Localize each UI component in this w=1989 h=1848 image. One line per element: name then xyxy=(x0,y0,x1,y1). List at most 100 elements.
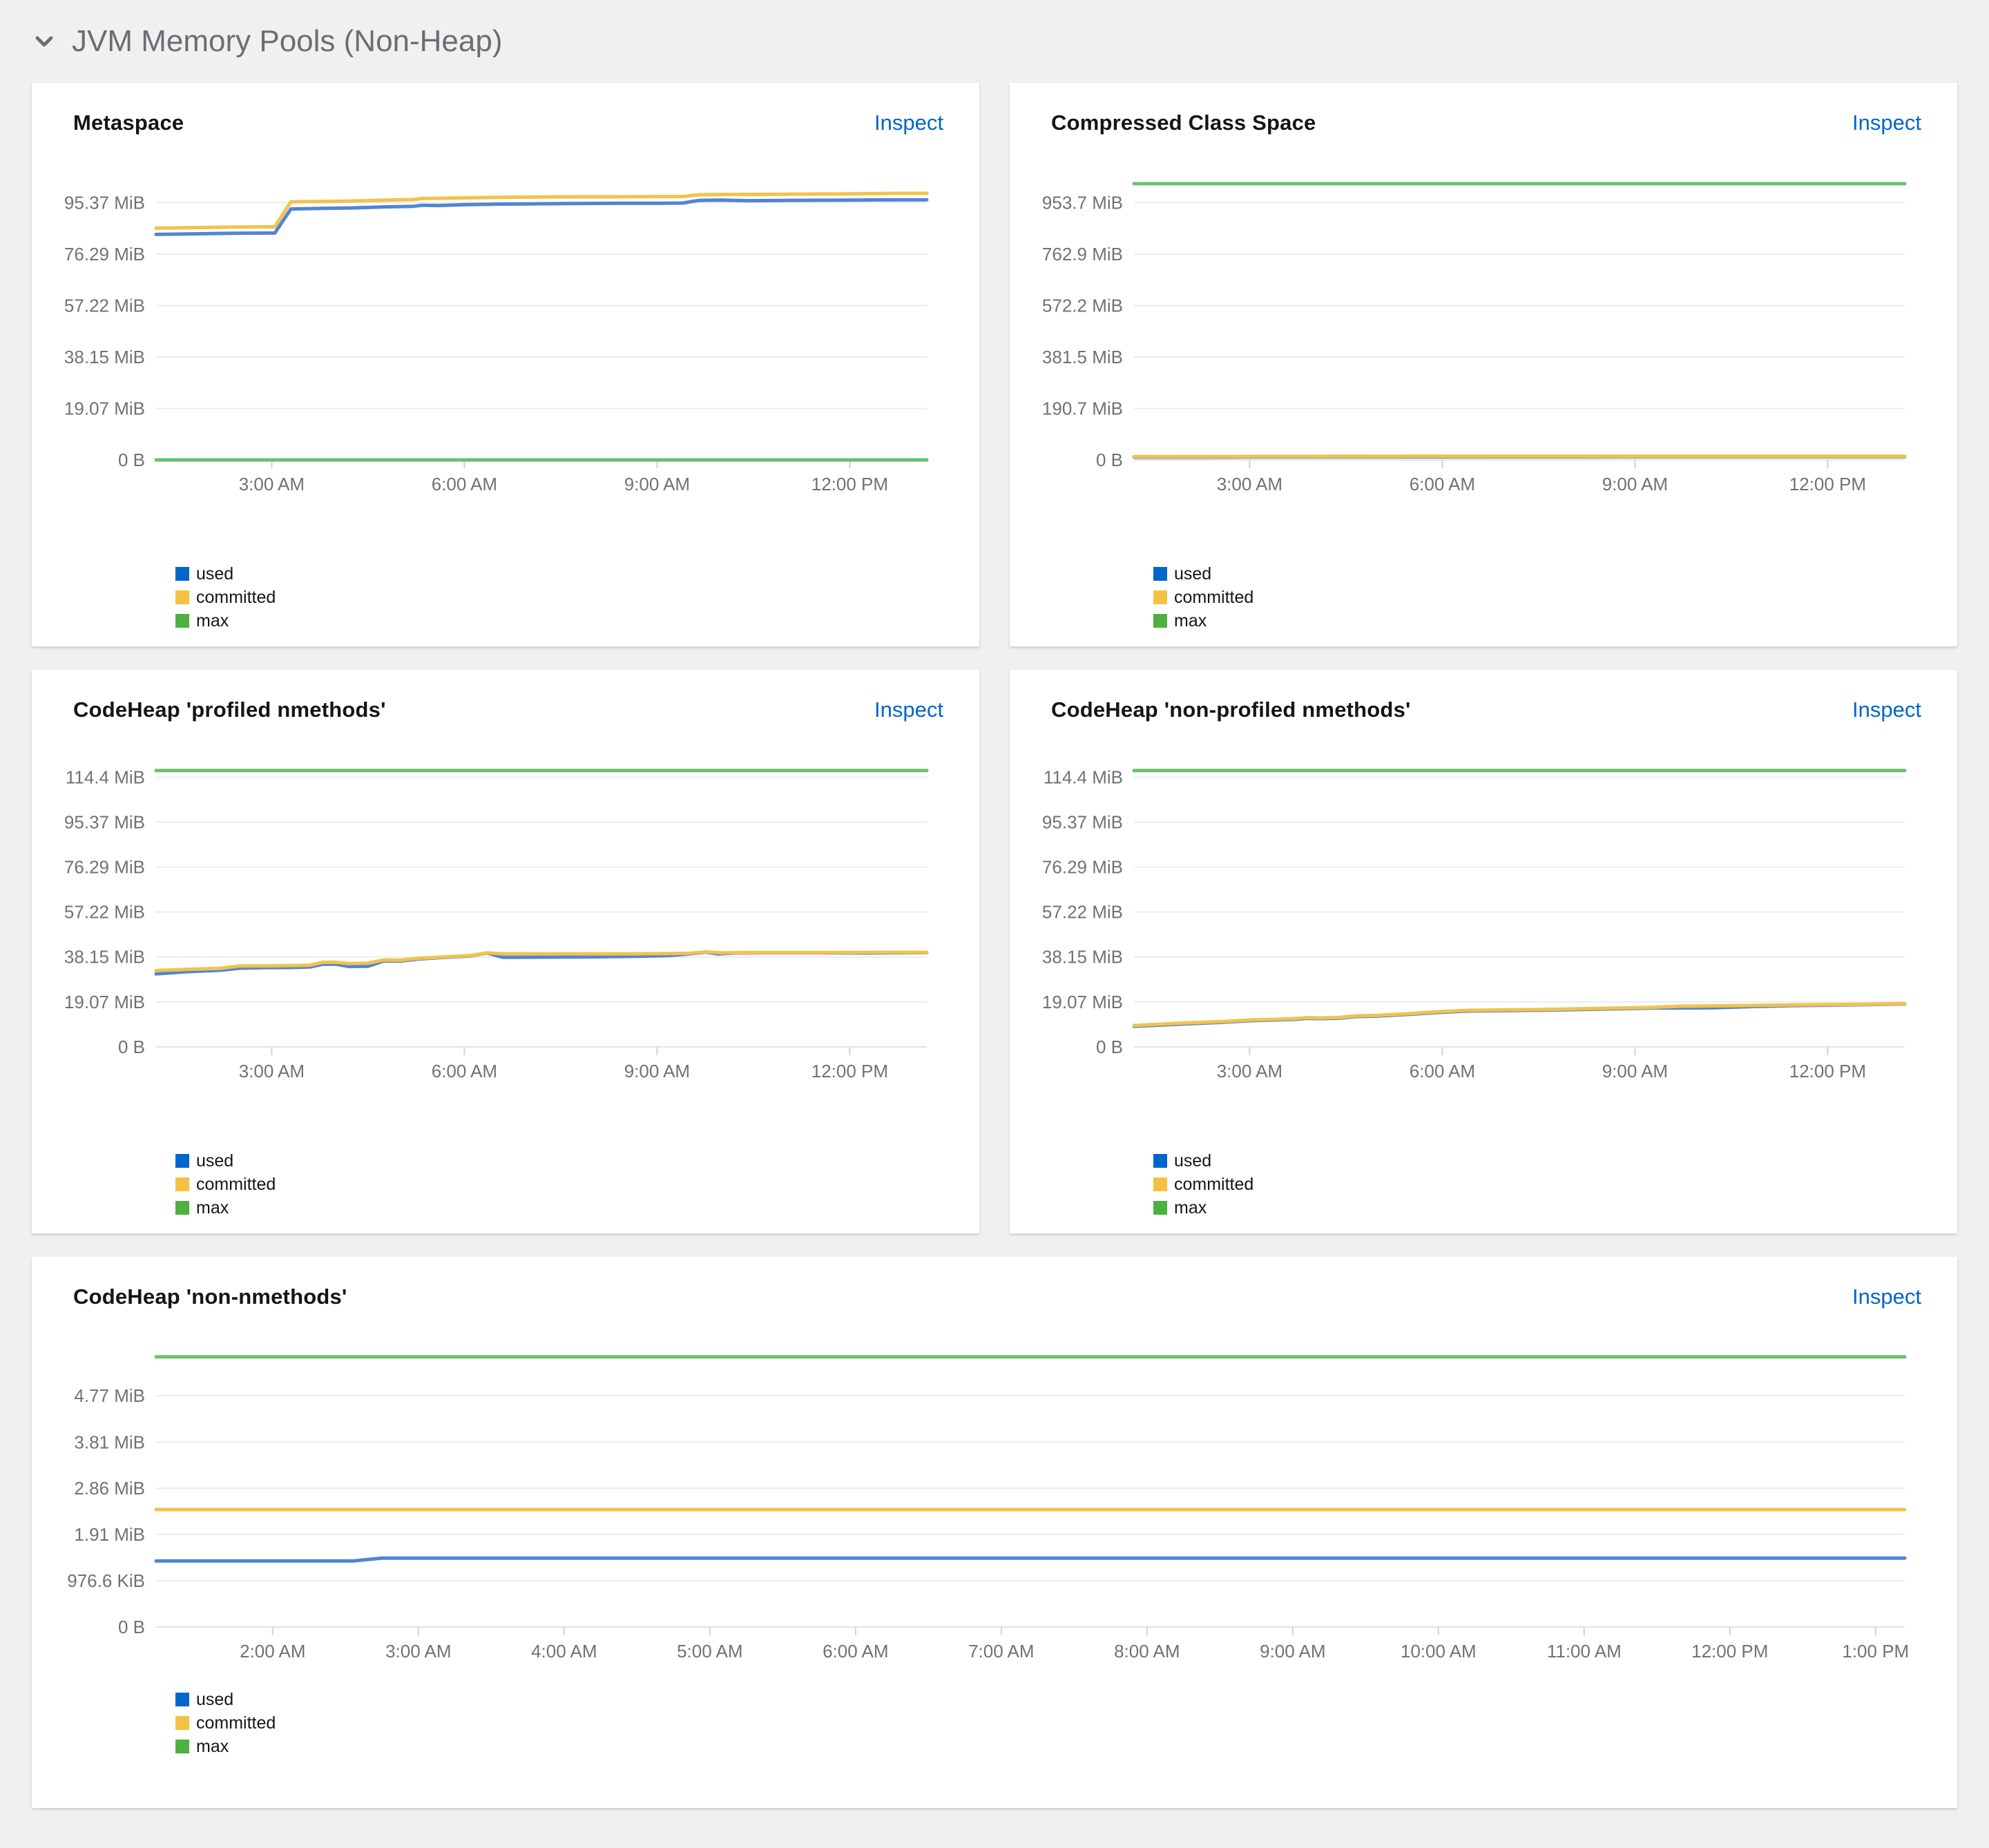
inspect-link-codeheap-non-nmethods[interactable]: Inspect xyxy=(1852,1284,1921,1309)
legend-swatch-used xyxy=(175,1693,189,1706)
x-tick-label: 6:00 AM xyxy=(432,1061,497,1081)
section-header: JVM Memory Pools (Non-Heap) xyxy=(0,0,1989,83)
legend-label-max: max xyxy=(196,611,229,631)
chart-legend-compressed-class-space: used committed max xyxy=(1153,565,1935,630)
x-tick-label: 3:00 AM xyxy=(239,1061,305,1081)
chart-canvas-codeheap-non-profiled-nmethods: 0 B 19.07 MiB 38.15 MiB 57.22 MiB 76.29 MiB 9… xyxy=(1032,749,1935,1086)
legend-label-committed: committed xyxy=(196,1175,276,1194)
card-header: CodeHeap 'non-nmethods' Inspect xyxy=(54,1282,1935,1309)
x-tick-label: 2:00 AM xyxy=(240,1641,305,1662)
y-tick-label: 76.29 MiB xyxy=(64,244,145,264)
y-tick-label: 2.86 MiB xyxy=(74,1478,145,1499)
card-header: CodeHeap 'non-profiled nmethods' Inspect xyxy=(1032,695,1935,722)
y-tick-label: 76.29 MiB xyxy=(64,856,145,877)
y-tick-label: 3.81 MiB xyxy=(74,1432,145,1452)
legend-label-committed: committed xyxy=(196,1713,276,1733)
y-tick-label: 4.77 MiB xyxy=(74,1385,145,1406)
legend-item-used: used xyxy=(175,1691,1935,1709)
y-tick-label: 762.9 MiB xyxy=(1042,244,1123,264)
x-tick-label: 3:00 AM xyxy=(239,474,305,494)
chart-canvas-compressed-class-space: 0 B 190.7 MiB 381.5 MiB 572.2 MiB 762.9 MiB 9… xyxy=(1032,162,1935,499)
y-tick-label: 114.4 MiB xyxy=(1044,767,1123,787)
legend-label-max: max xyxy=(1174,1198,1207,1217)
section-title: JVM Memory Pools (Non-Heap) xyxy=(72,24,503,58)
x-tick-label: 10:00 AM xyxy=(1401,1641,1477,1662)
y-tick-label: 38.15 MiB xyxy=(64,947,145,968)
codeheap-non-profiled-nmethods-plot: 0 B 19.07 MiB 38.15 MiB 57.22 MiB 76.29 MiB 9… xyxy=(1042,767,1907,1081)
card-header: Compressed Class Space Inspect xyxy=(1032,108,1935,135)
y-tick-label: 114.4 MiB xyxy=(66,767,145,787)
legend-item-used: used xyxy=(175,1152,957,1170)
x-tick-label: 4:00 AM xyxy=(531,1641,597,1662)
chart-title-codeheap-non-nmethods: CodeHeap 'non-nmethods' xyxy=(73,1284,347,1309)
y-tick-label: 0 B xyxy=(1096,450,1123,470)
x-tick-label: 9:00 AM xyxy=(624,474,690,494)
y-tick-label: 1.91 MiB xyxy=(74,1524,145,1545)
x-tick-label: 12:00 PM xyxy=(1691,1641,1768,1662)
card-header: Metaspace Inspect xyxy=(54,108,957,135)
codeheap-profiled-nmethods-plot: 0 B 19.07 MiB 38.15 MiB 57.22 MiB 76.29 MiB 9… xyxy=(64,767,929,1081)
legend-label-used: used xyxy=(196,1151,234,1171)
series-line-committed xyxy=(154,950,929,972)
y-tick-label: 57.22 MiB xyxy=(1042,902,1123,923)
y-tick-label: 976.6 KiB xyxy=(67,1570,145,1591)
card-compressed-class-space: Compressed Class Space Inspect 0 B 190.7 … xyxy=(1010,83,1957,646)
inspect-link-metaspace[interactable]: Inspect xyxy=(874,110,943,135)
legend-swatch-max xyxy=(175,1201,189,1215)
inspect-link-codeheap-profiled-nmethods[interactable]: Inspect xyxy=(874,697,943,722)
y-tick-label: 572.2 MiB xyxy=(1042,295,1123,316)
y-tick-label: 38.15 MiB xyxy=(64,347,145,367)
chevron-down-icon xyxy=(33,30,55,52)
chart-canvas-codeheap-non-nmethods: 0 B 976.6 KiB 1.91 MiB 2.86 MiB 3.81 MiB 4.77… xyxy=(54,1329,1935,1666)
chart-title-metaspace: Metaspace xyxy=(73,110,184,135)
legend-item-max: max xyxy=(175,1738,1935,1755)
legend-item-committed: committed xyxy=(175,1175,957,1193)
legend-item-committed: committed xyxy=(1153,1175,1935,1193)
legend-swatch-max xyxy=(175,1740,189,1753)
legend-item-committed: committed xyxy=(1153,588,1935,606)
x-tick-label: 7:00 AM xyxy=(968,1641,1034,1662)
y-tick-label: 19.07 MiB xyxy=(1042,992,1123,1012)
legend-label-used: used xyxy=(1174,564,1212,584)
chart-legend-codeheap-non-nmethods: used committed max xyxy=(175,1691,1935,1755)
legend-swatch-committed xyxy=(175,590,189,604)
y-tick-label: 0 B xyxy=(118,1617,145,1637)
y-tick-label: 381.5 MiB xyxy=(1042,347,1123,367)
legend-item-max: max xyxy=(1153,612,1935,630)
x-tick-label: 6:00 AM xyxy=(1410,1061,1475,1081)
inspect-link-compressed-class-space[interactable]: Inspect xyxy=(1852,110,1921,135)
x-tick-label: 3:00 AM xyxy=(385,1641,451,1662)
legend-swatch-committed xyxy=(1153,1177,1167,1191)
legend-label-committed: committed xyxy=(1174,1175,1254,1194)
charts-grid: Metaspace Inspect 0 B 19.07 MiB 38.15 MiB 5… xyxy=(0,83,1989,1827)
legend-swatch-committed xyxy=(1153,590,1167,604)
chart-legend-metaspace: used committed max xyxy=(175,565,957,630)
chart-title-codeheap-non-profiled-nmethods: CodeHeap 'non-profiled nmethods' xyxy=(1051,697,1411,722)
inspect-link-codeheap-non-profiled-nmethods[interactable]: Inspect xyxy=(1852,697,1921,722)
metaspace-plot: 0 B 19.07 MiB 38.15 MiB 57.22 MiB 76.29 MiB 9… xyxy=(64,191,929,494)
legend-label-max: max xyxy=(196,1737,229,1756)
y-tick-label: 95.37 MiB xyxy=(64,811,145,832)
legend-label-used: used xyxy=(196,564,234,584)
x-tick-label: 6:00 AM xyxy=(1410,474,1475,494)
legend-swatch-committed xyxy=(175,1716,189,1730)
legend-swatch-used xyxy=(175,1154,189,1168)
legend-swatch-committed xyxy=(175,1177,189,1191)
x-tick-label: 3:00 AM xyxy=(1217,474,1282,494)
series-line-committed xyxy=(1132,454,1907,459)
legend-item-max: max xyxy=(175,612,957,630)
legend-swatch-used xyxy=(1153,1154,1167,1168)
section-expand-toggle[interactable] xyxy=(33,30,55,52)
card-header: CodeHeap 'profiled nmethods' Inspect xyxy=(54,695,957,722)
card-codeheap-non-nmethods: CodeHeap 'non-nmethods' Inspect 0 B 976.6… xyxy=(32,1257,1957,1808)
y-tick-label: 57.22 MiB xyxy=(64,295,145,316)
y-tick-label: 0 B xyxy=(1096,1037,1123,1057)
y-tick-label: 0 B xyxy=(118,450,145,470)
x-tick-label: 6:00 AM xyxy=(823,1641,888,1662)
chart-title-compressed-class-space: Compressed Class Space xyxy=(1051,110,1316,135)
y-tick-label: 19.07 MiB xyxy=(64,992,145,1012)
legend-item-used: used xyxy=(175,565,957,583)
legend-swatch-used xyxy=(175,567,189,581)
legend-label-max: max xyxy=(1174,611,1207,631)
